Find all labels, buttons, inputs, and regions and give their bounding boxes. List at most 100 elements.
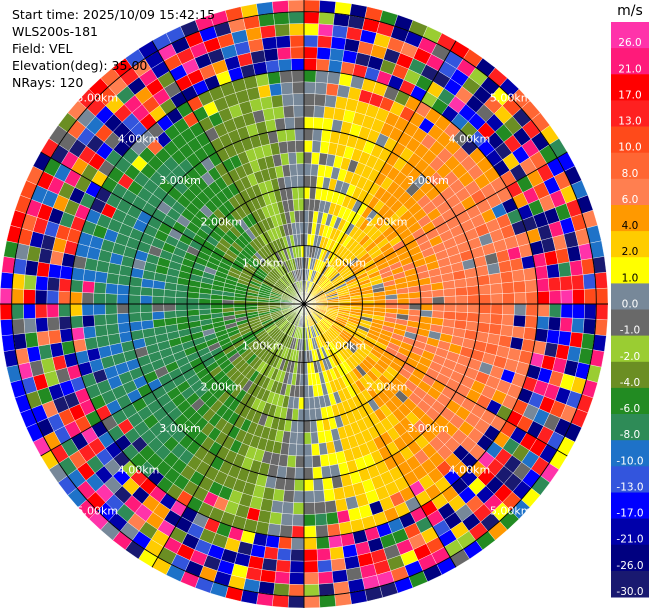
velocity-gate — [569, 331, 584, 349]
colorbar-swatch — [611, 492, 649, 520]
colorbar-tick-label: -26.0 — [616, 560, 643, 572]
velocity-gate — [316, 548, 332, 562]
velocity-gate — [298, 397, 305, 410]
range-ring-label: 1.00km — [242, 339, 284, 352]
velocity-gate — [280, 82, 294, 95]
velocity-gate — [116, 294, 130, 305]
range-ring-label: 5.00km — [490, 505, 532, 518]
velocity-gate — [303, 34, 319, 48]
velocity-gate — [303, 502, 316, 515]
velocity-gate — [82, 280, 95, 294]
velocity-gate — [265, 534, 280, 549]
velocity-gate — [511, 325, 526, 340]
velocity-gate — [303, 210, 310, 223]
velocity-gate — [303, 116, 314, 130]
velocity-gate — [557, 261, 572, 278]
velocity-gate — [317, 571, 334, 585]
colorbar-swatch — [611, 74, 649, 101]
velocity-gate — [35, 275, 49, 291]
velocity-gate — [303, 432, 312, 445]
velocity-gate — [303, 140, 313, 153]
velocity-gate — [259, 95, 274, 110]
velocity-gate — [275, 559, 291, 573]
velocity-gate — [323, 488, 336, 502]
velocity-gate — [289, 34, 305, 48]
velocity-gate — [24, 259, 39, 277]
velocity-gate — [303, 46, 318, 59]
velocity-gate — [489, 283, 503, 295]
velocity-gate — [23, 303, 36, 319]
velocity-gate — [291, 525, 305, 538]
velocity-gate — [502, 292, 515, 305]
velocity-gate — [293, 490, 305, 503]
velocity-gate — [286, 140, 297, 153]
velocity-gate — [278, 58, 292, 72]
colorbar-tick-label: -30.0 — [616, 586, 643, 598]
velocity-gate — [295, 151, 305, 165]
velocity-gate — [323, 106, 336, 120]
colorbar-tick-label: -17.0 — [616, 508, 643, 520]
velocity-gate — [478, 303, 492, 314]
velocity-gate — [432, 303, 445, 312]
velocity-gate — [245, 303, 258, 308]
velocity-gate — [292, 198, 300, 212]
velocity-gate — [584, 288, 597, 305]
range-ring-labels: 1.00km 1.00km 1.00km 1.00km 2.00km 2.00km 2.00… — [77, 91, 532, 517]
velocity-gate — [303, 385, 310, 398]
velocity-gate — [432, 296, 445, 305]
velocity-gate — [292, 514, 305, 527]
velocity-gate — [509, 257, 524, 272]
velocity-gate — [478, 313, 491, 324]
velocity-gate — [152, 287, 165, 297]
velocity-gate — [276, 129, 288, 143]
velocity-gate — [284, 117, 295, 130]
velocity-gate — [198, 308, 212, 316]
azimuth-spoke — [40, 303, 305, 457]
colorbar-tick-label: -2.0 — [620, 351, 641, 363]
velocity-gate — [210, 298, 223, 305]
velocity-gate — [117, 313, 130, 324]
velocity-gate — [548, 276, 562, 292]
velocity-gate — [501, 281, 515, 294]
velocity-gate — [289, 560, 305, 574]
velocity-gate — [478, 294, 492, 305]
velocity-gate — [502, 303, 515, 316]
velocity-gate — [295, 443, 305, 457]
velocity-gate — [151, 303, 165, 313]
velocity-gate — [313, 489, 325, 503]
velocity-gate — [297, 186, 305, 200]
colorbar-swatch — [611, 309, 649, 337]
velocity-gate — [373, 299, 386, 305]
range-ring-label: 2.00km — [366, 381, 408, 394]
velocity-gate — [525, 303, 538, 317]
colorbar-tick-label: -6.0 — [620, 403, 641, 415]
velocity-gate — [537, 290, 550, 305]
azimuth-spoke — [303, 40, 457, 305]
colorbar: m/s 26.0 21.0 17.0 13.0 10.0 8.0 6.0 4.0 2.0 1.0 0.… — [611, 3, 649, 598]
velocity-gate — [46, 303, 59, 318]
velocity-gate — [94, 324, 108, 338]
velocity-gate — [408, 291, 421, 299]
range-rings-and-spokes — [0, 0, 608, 608]
velocity-gate — [557, 330, 572, 347]
velocity-gate — [274, 571, 291, 585]
velocity-gate — [291, 70, 305, 83]
velocity-gate — [140, 295, 153, 305]
velocity-gate — [328, 59, 343, 74]
range-ring-label: 5.00km — [77, 505, 119, 518]
velocity-gate — [35, 317, 49, 333]
velocity-gate — [294, 478, 305, 492]
instrument-label: WLS200s-181 — [12, 24, 98, 39]
velocity-gate — [595, 303, 609, 321]
velocity-gate — [546, 263, 560, 279]
colorbar-swatch — [611, 544, 649, 572]
velocity-gate — [106, 272, 120, 285]
velocity-gate — [298, 210, 305, 223]
velocity-gate — [408, 297, 422, 305]
range-ring-label: 3.00km — [407, 422, 449, 435]
velocity-gate — [140, 286, 153, 297]
azimuth-spoke — [303, 303, 568, 457]
velocity-gate — [94, 270, 108, 284]
velocity-gate — [0, 303, 13, 321]
velocity-gate — [140, 303, 153, 313]
